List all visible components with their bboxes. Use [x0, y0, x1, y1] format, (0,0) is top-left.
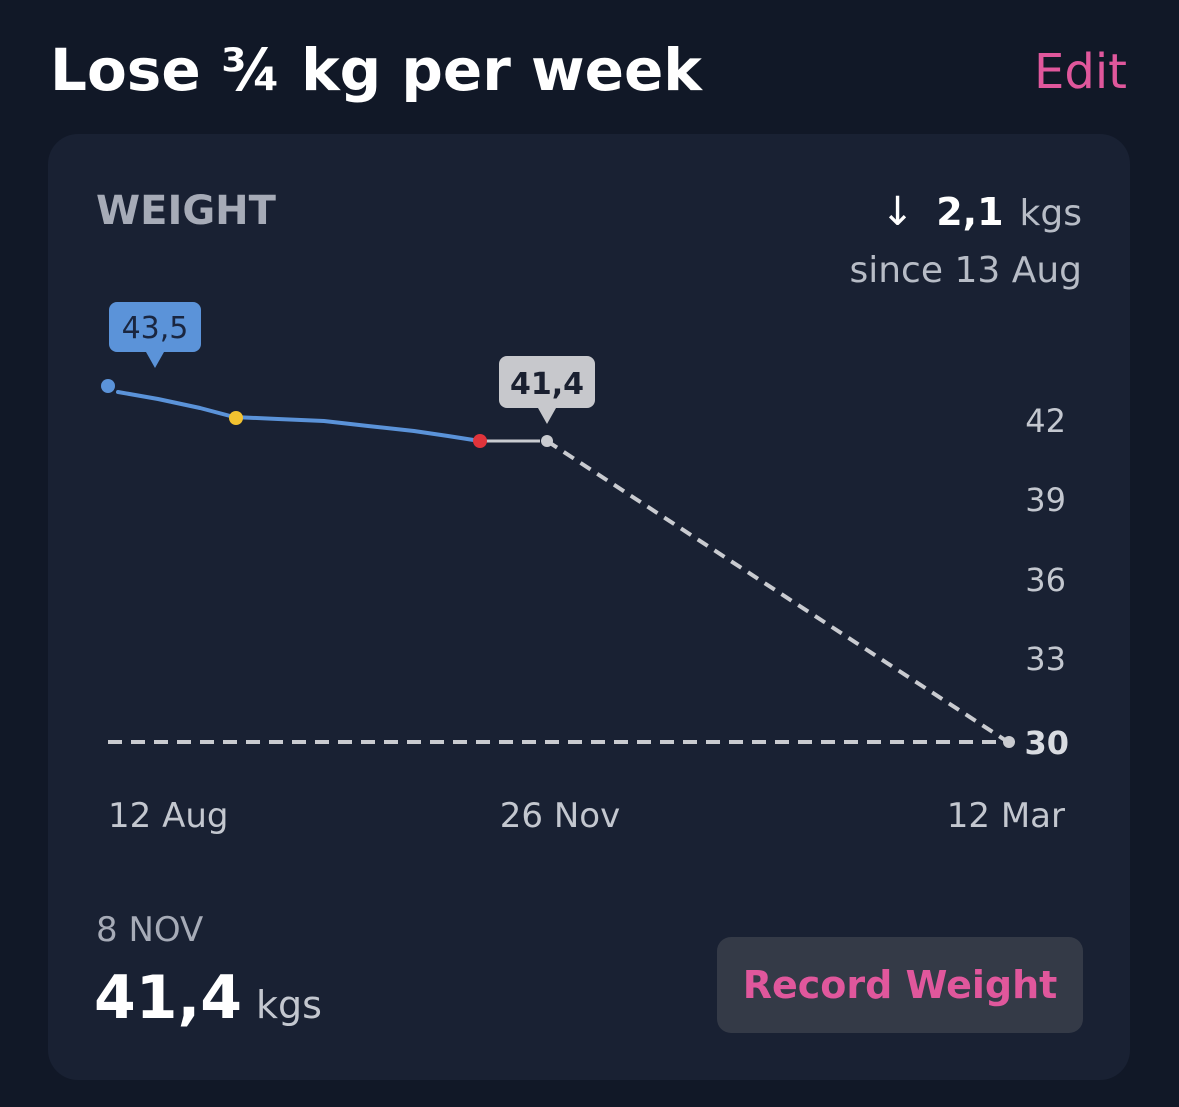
weight-chart[interactable]: 43,5 41,4 42 39 36 33 30 12 Aug 26 Nov 1… — [48, 134, 1130, 894]
goal-point[interactable] — [1003, 736, 1015, 748]
record-weight-button[interactable]: Record Weight — [717, 937, 1083, 1033]
y-tick-label: 39 — [1025, 481, 1066, 519]
latest-weight-value: 41,4 — [94, 963, 243, 1033]
page-title: Lose ¾ kg per week — [50, 36, 702, 104]
latest-value-callout: 41,4 — [499, 356, 595, 424]
middle-point[interactable] — [229, 411, 243, 425]
latest-entry-date: 8 NOV — [96, 910, 204, 950]
weight-card: WEIGHT ↓ 2,1 kgs since 13 Aug 43,5 — [48, 134, 1130, 1080]
latest-entry-weight: 41,4 kgs — [94, 960, 322, 1043]
change-unit: kgs — [1019, 193, 1082, 234]
x-tick-label: 26 Nov — [500, 796, 620, 836]
x-tick-label: 12 Mar — [947, 796, 1065, 836]
weight-series-line — [116, 390, 482, 443]
y-tick-label: 36 — [1025, 561, 1066, 599]
projection-line — [545, 439, 1010, 744]
start-point[interactable] — [101, 379, 115, 393]
down-arrow-icon: ↓ — [880, 189, 915, 235]
latest-point[interactable] — [473, 434, 487, 448]
latest-weight-unit: kgs — [256, 983, 322, 1027]
start-value-label: 43,5 — [122, 311, 189, 346]
since-date: since 13 Aug — [849, 250, 1082, 291]
projection-start-point[interactable] — [541, 435, 553, 447]
weight-change: ↓ 2,1 kgs — [881, 184, 1082, 242]
change-value: 2,1 — [936, 190, 1004, 234]
y-tick-label: 33 — [1025, 640, 1066, 678]
edit-button[interactable]: Edit — [1034, 44, 1127, 100]
x-tick-label: 12 Aug — [108, 796, 228, 836]
latest-value-label: 41,4 — [510, 367, 584, 402]
weight-label: WEIGHT — [96, 188, 276, 234]
goal-tick-label: 30 — [1024, 724, 1069, 762]
start-value-callout: 43,5 — [109, 302, 201, 368]
y-tick-label: 42 — [1025, 402, 1066, 440]
